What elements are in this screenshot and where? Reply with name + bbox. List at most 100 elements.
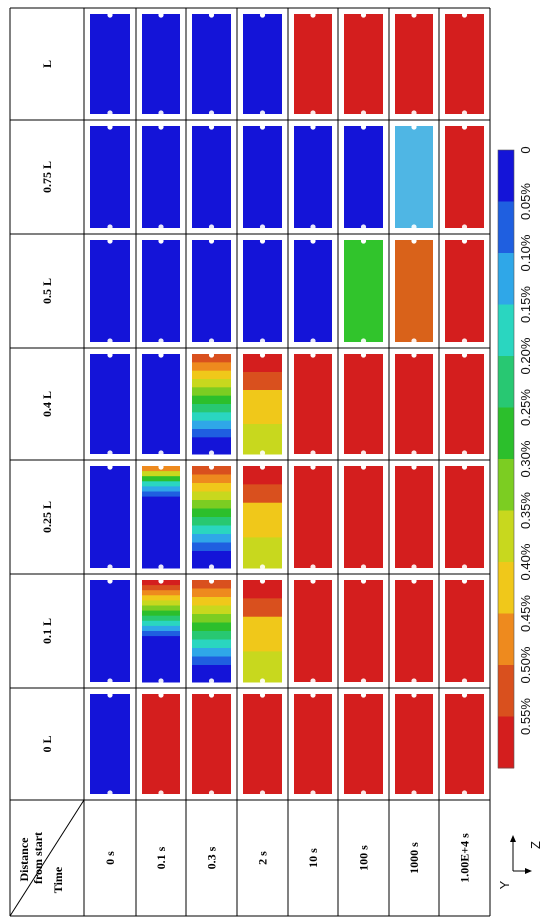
- field-4-4-fill: [294, 240, 332, 342]
- field-1-1-seg-14: [142, 651, 180, 657]
- field-4-4-notch-end: [310, 338, 316, 344]
- field-2-1-notch-end: [208, 678, 215, 684]
- field-1-2-seg-17: [142, 552, 180, 559]
- field-3-2-band-2: [243, 502, 282, 538]
- field-1-1-seg-16: [142, 661, 180, 668]
- field-2-1-seg-0: [192, 580, 231, 589]
- field-1-2-notch: [158, 464, 164, 470]
- field-6-3: [395, 352, 433, 456]
- field-2-3-seg-7: [192, 412, 231, 422]
- time-label-1: 0.1 s: [154, 846, 168, 869]
- field-4-5-notch-end: [310, 224, 316, 230]
- field-2-2-seg-1: [192, 474, 231, 484]
- field-4-6-notch: [310, 12, 316, 18]
- field-6-3-fill: [395, 354, 433, 454]
- field-3-1: [243, 578, 282, 684]
- field-4-6-fill: [294, 14, 332, 114]
- z-axis-label: Z: [528, 841, 543, 849]
- field-7-4-notch: [461, 238, 468, 244]
- colorbar-label-0: 0: [518, 146, 533, 153]
- field-2-2-notch: [208, 464, 215, 470]
- field-1-2-seg-4: [142, 486, 180, 492]
- field-1-2-seg-18: [142, 557, 180, 564]
- field-7-3: [445, 352, 484, 456]
- time-label-3: 2 s: [256, 851, 270, 865]
- field-6-5-notch-end: [411, 224, 417, 230]
- field-0-5: [90, 124, 130, 230]
- position-label-6: L: [40, 60, 54, 68]
- field-5-0-notch-end: [360, 790, 367, 796]
- field-2-5-notch: [208, 124, 215, 130]
- field-3-0: [243, 692, 282, 796]
- position-headers: 0 L 0.1 L 0.25 L 0.4 L 0.5 L 0.75 L L: [40, 60, 54, 753]
- field-1-5: [142, 124, 180, 230]
- field-3-5-notch-end: [259, 224, 266, 230]
- field-2-3-seg-0: [192, 354, 231, 363]
- field-7-6: [445, 12, 484, 116]
- field-7-5-fill: [445, 126, 484, 228]
- field-2-2-seg-5: [192, 508, 231, 518]
- colorbar-swatch-4: [498, 356, 514, 408]
- field-0-3: [90, 352, 130, 456]
- y-arrowhead: [510, 835, 516, 842]
- time-label-7: 1.00E+4 s: [458, 833, 472, 883]
- field-4-1: [294, 578, 332, 684]
- field-1-1-seg-18: [142, 671, 180, 678]
- field-cells: [90, 12, 484, 796]
- field-1-2-seg-15: [142, 542, 180, 549]
- colorbar-swatch-6: [498, 459, 514, 511]
- field-6-6-fill: [395, 14, 433, 114]
- colorbar-label-10: 0.50%: [518, 646, 533, 683]
- field-0-0-notch-end: [107, 790, 113, 796]
- field-2-1-notch: [208, 578, 215, 584]
- field-4-5-fill: [294, 126, 332, 228]
- field-2-1-seg-9: [192, 656, 231, 666]
- field-7-1-notch-end: [461, 678, 468, 684]
- field-0-2-notch: [107, 464, 113, 470]
- field-2-3-notch-end: [208, 450, 215, 456]
- position-label-2: 0.25 L: [40, 501, 54, 533]
- colorbar-label-3: 0.15%: [518, 286, 533, 323]
- field-1-1-seg-4: [142, 600, 180, 606]
- field-3-4-fill: [243, 240, 282, 342]
- field-6-1-notch: [411, 578, 417, 584]
- field-5-5-fill: [344, 126, 383, 228]
- field-0-3-notch: [107, 352, 113, 358]
- field-2-1-seg-7: [192, 639, 231, 649]
- field-3-2-notch: [259, 464, 266, 470]
- field-1-6: [142, 12, 180, 116]
- field-6-1-fill: [395, 580, 433, 682]
- field-3-2-band-0: [243, 466, 282, 485]
- field-5-2-fill: [344, 466, 383, 568]
- field-1-1-seg-3: [142, 595, 180, 601]
- colorbar-swatch-1: [498, 201, 514, 254]
- field-2-3-seg-2: [192, 370, 231, 380]
- colorbar-label-5: 0.25%: [518, 389, 533, 426]
- field-1-2-seg-11: [142, 522, 180, 528]
- time-label-4: 10 s: [306, 848, 320, 868]
- field-5-0-notch: [360, 692, 367, 698]
- field-1-2-seg-12: [142, 527, 180, 533]
- field-6-6-notch: [411, 12, 417, 18]
- field-4-5: [294, 124, 332, 230]
- field-3-6: [243, 12, 282, 116]
- field-1-2-seg-1: [142, 471, 180, 477]
- field-1-0-notch: [158, 692, 164, 698]
- field-0-4-notch: [107, 238, 113, 244]
- field-5-5-notch-end: [360, 224, 367, 230]
- field-4-0: [294, 692, 332, 796]
- field-1-0-fill: [142, 694, 180, 794]
- field-3-2-band-1: [243, 484, 282, 504]
- field-5-2: [344, 464, 383, 570]
- field-7-4: [445, 238, 484, 344]
- field-2-3-seg-6: [192, 404, 231, 413]
- field-3-5-fill: [243, 126, 282, 228]
- field-0-2-fill: [90, 466, 130, 568]
- field-2-3: [192, 352, 231, 456]
- field-2-2-seg-3: [192, 491, 231, 501]
- field-2-2-seg-11: [192, 559, 231, 569]
- field-1-1-seg-13: [142, 646, 180, 652]
- corner-top-line2: from start: [31, 832, 45, 884]
- field-6-6-notch-end: [411, 110, 417, 116]
- field-2-2-seg-4: [192, 500, 231, 509]
